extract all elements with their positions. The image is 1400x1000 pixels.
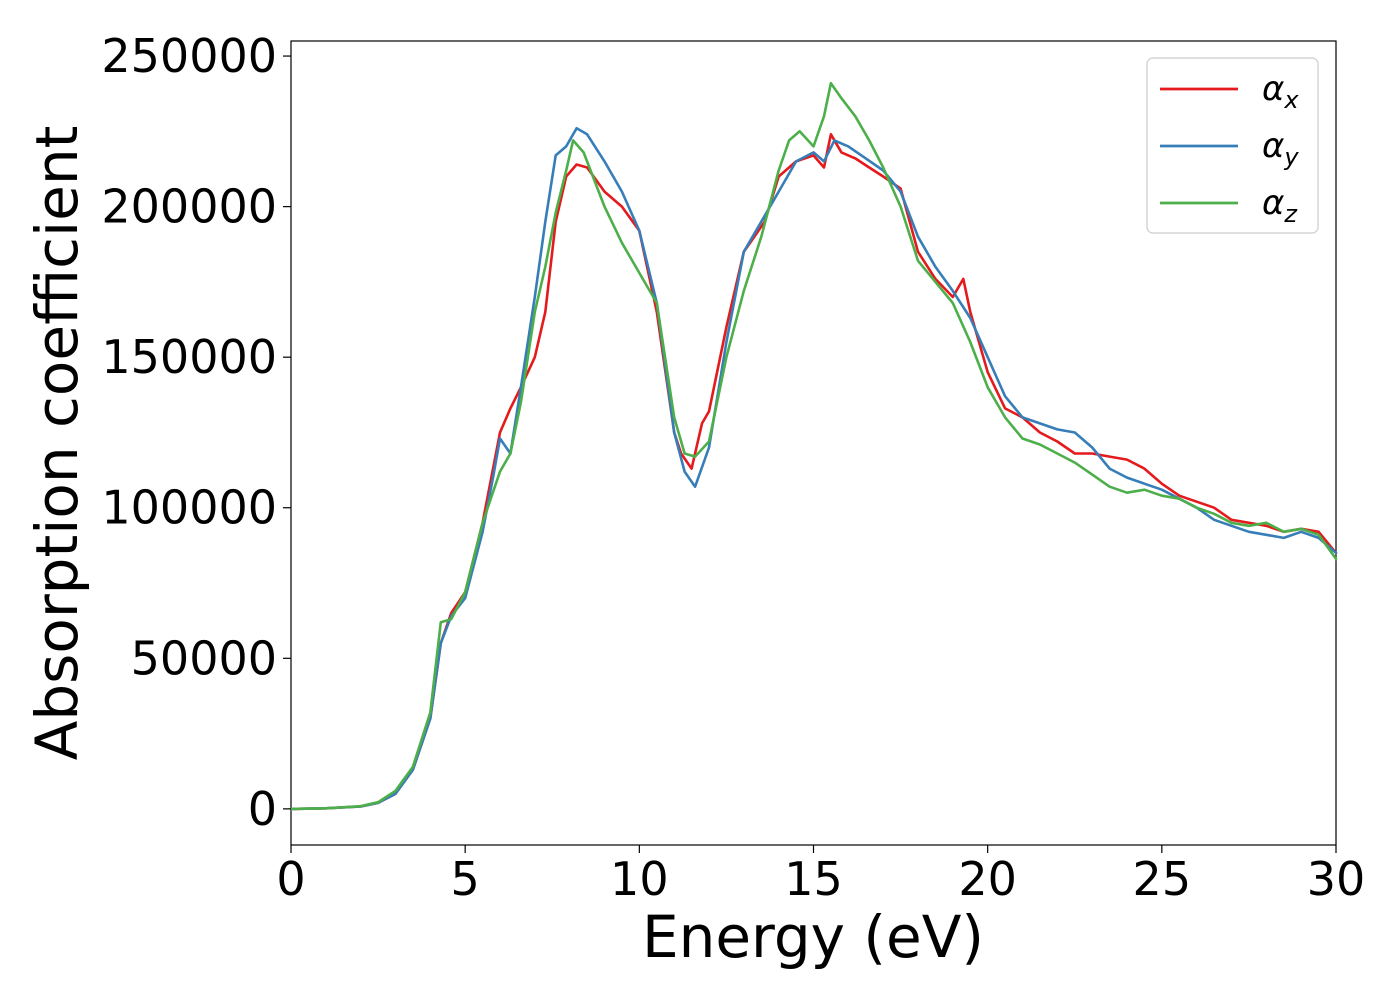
y-tick-label: 250000 xyxy=(101,29,277,83)
x-tick-label: 5 xyxy=(451,852,480,906)
y-axis-ticks: 0 50000 100000 150000 200000 250000 xyxy=(101,29,291,836)
legend-symbol: α xyxy=(1262,183,1284,223)
x-tick-label: 30 xyxy=(1307,852,1366,906)
y-tick-label: 100000 xyxy=(101,481,277,535)
y-tick-label: 50000 xyxy=(131,631,277,685)
legend-label-y: αy xyxy=(1262,126,1299,171)
x-tick-label: 20 xyxy=(958,852,1017,906)
y-tick-label: 0 xyxy=(248,782,277,836)
x-tick-label: 10 xyxy=(610,852,669,906)
series-line-y xyxy=(289,127,1338,811)
y-axis-title: Absorption coefficient xyxy=(23,126,91,761)
legend-symbol: α xyxy=(1262,69,1284,109)
y-tick-label: 200000 xyxy=(101,180,277,234)
x-tick-label: 0 xyxy=(276,852,305,906)
series-line-z xyxy=(289,81,1338,811)
legend-label-z: αz xyxy=(1262,183,1298,228)
legend-subscript: y xyxy=(1283,143,1299,171)
legend-label-x: αx xyxy=(1262,69,1299,114)
legend-subscript: z xyxy=(1283,200,1298,228)
x-axis-ticks: 0 5 10 15 20 25 30 xyxy=(276,845,1365,906)
x-tick-label: 25 xyxy=(1133,852,1192,906)
x-tick-label: 15 xyxy=(784,852,843,906)
legend-subscript: x xyxy=(1283,86,1299,114)
y-tick-label: 150000 xyxy=(101,330,277,384)
series-layer xyxy=(289,81,1338,811)
legend-symbol: α xyxy=(1262,126,1284,166)
x-axis-title: Energy (eV) xyxy=(642,903,984,971)
